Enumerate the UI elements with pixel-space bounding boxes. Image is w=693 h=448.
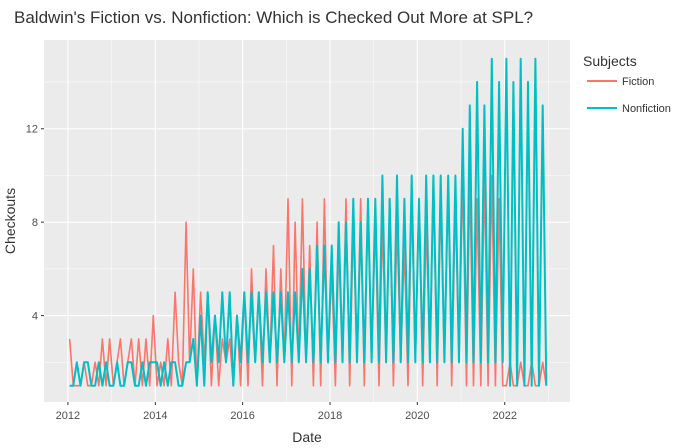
x-axis: 2012 2014 2016 2018 2020 2022 bbox=[56, 402, 517, 422]
chart-title: Baldwin's Fiction vs. Nonfiction: Which … bbox=[14, 8, 533, 27]
series-layer bbox=[68, 57, 548, 387]
y-tick-label: 12 bbox=[26, 124, 38, 136]
series-line-nonfiction[interactable] bbox=[69, 57, 548, 387]
legend-item-nonfiction[interactable]: Nonfiction bbox=[587, 103, 671, 115]
y-tick-label: 8 bbox=[32, 217, 38, 229]
y-tick-label: 4 bbox=[32, 311, 38, 323]
x-tick-label: 2020 bbox=[405, 410, 429, 422]
y-axis-title: Checkouts bbox=[2, 188, 18, 254]
x-tick-label: 2016 bbox=[230, 410, 254, 422]
x-tick-label: 2018 bbox=[318, 410, 342, 422]
y-axis: 4 8 12 bbox=[26, 124, 44, 323]
x-tick-label: 2012 bbox=[56, 410, 80, 422]
legend-label-fiction: Fiction bbox=[622, 76, 654, 88]
x-tick-label: 2014 bbox=[143, 410, 167, 422]
legend-title: Subjects bbox=[583, 53, 637, 69]
x-axis-title: Date bbox=[292, 429, 322, 445]
legend: Subjects Fiction Nonfiction bbox=[583, 53, 671, 115]
legend-label-nonfiction: Nonfiction bbox=[622, 103, 671, 115]
x-tick-label: 2022 bbox=[492, 410, 516, 422]
legend-item-fiction[interactable]: Fiction bbox=[587, 76, 654, 88]
